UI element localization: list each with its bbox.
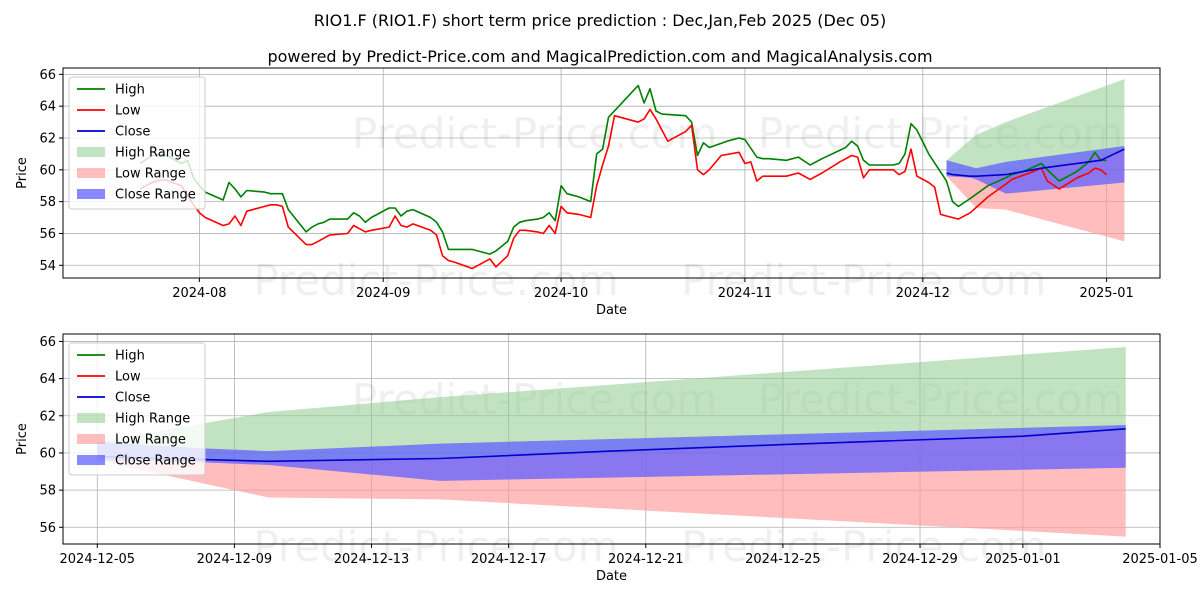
x-tick-label: 2024-12-21 [608, 552, 684, 567]
legend-label: Close Range [115, 454, 196, 469]
x-tick-label: 2024-12-13 [334, 552, 410, 567]
plot-frame [62, 333, 1161, 545]
x-tick-label: 2024-09 [356, 286, 410, 301]
watermark-text: Predict-Price.com [253, 256, 618, 305]
legend-label: Close [115, 125, 150, 140]
x-tick-label: 2024-11 [718, 286, 772, 301]
y-axis-label: Price [15, 423, 30, 455]
y-tick-label: 54 [39, 259, 56, 274]
legend-label: Close Range [115, 188, 196, 203]
legend-label: Close [115, 391, 150, 406]
x-axis-label: Date [596, 303, 627, 318]
x-tick-label: 2024-12-29 [882, 552, 958, 567]
x-tick-label: 2024-12 [896, 286, 950, 301]
y-axis-label: Price [15, 157, 30, 189]
x-tick-label: 2024-12-17 [471, 552, 547, 567]
x-tick-label: 2024-12-09 [197, 552, 273, 567]
y-tick-label: 62 [39, 409, 56, 424]
close-range-band [97, 425, 1126, 481]
y-tick-label: 58 [39, 195, 56, 210]
y-tick-label: 62 [39, 132, 56, 147]
legend-label: High Range [115, 412, 190, 427]
high-range-band [946, 79, 1125, 177]
y-tick-label: 66 [39, 68, 56, 83]
low-series-line [139, 108, 1108, 270]
y-tick-label: 64 [39, 372, 56, 387]
legend-swatch-high-range [77, 413, 105, 423]
legend-swatch-low-range [77, 434, 105, 444]
chart-panel-1: Predict-Price.com Predict-Price.com Predic… [15, 67, 1161, 318]
legend: High Low Close High Range Low Range Close Ran… [68, 342, 206, 476]
y-tick-label: 58 [39, 484, 56, 499]
y-tick-label: 60 [39, 163, 56, 178]
legend-swatch-close-range [77, 455, 105, 465]
high-series-line [139, 84, 1107, 255]
legend-label: Low [115, 370, 141, 385]
x-axis-label: Date [596, 569, 627, 584]
x-tick-label: 2024-12-25 [745, 552, 821, 567]
watermark-text: Predict-Price.com [352, 109, 717, 158]
plot-area [139, 79, 1125, 270]
legend-label: Low [115, 104, 141, 119]
legend-label: High [115, 83, 145, 98]
legend-label: Low Range [115, 433, 186, 448]
x-tick-label: 2025-01-05 [1122, 552, 1198, 567]
legend-swatch-low-range [77, 168, 105, 178]
legend-swatch-high-range [77, 147, 105, 157]
x-tick-label: 2024-10 [534, 286, 588, 301]
plot-frame [62, 67, 1161, 279]
y-tick-label: 56 [39, 227, 56, 242]
watermark-text: Predict-Price.com [681, 522, 1046, 571]
y-tick-label: 60 [39, 446, 56, 461]
legend-label: Low Range [115, 167, 186, 182]
y-tick-label: 64 [39, 100, 56, 115]
x-tick-label: 2025-01-01 [985, 552, 1061, 567]
chart-panel-2: Predict-Price.comPredict-Price.comPredic… [15, 333, 1198, 584]
legend-label: High Range [115, 146, 190, 161]
legend-swatch-close-range [77, 189, 105, 199]
x-tick-label: 2025-01 [1079, 286, 1133, 301]
x-tick-label: 2024-08 [172, 286, 226, 301]
watermark-text: Predict-Price.com [681, 256, 1046, 305]
legend: High Low Close High Range Low Range Close Ran… [68, 76, 206, 210]
chart-subtitle: powered by Predict-Price.com and Magical… [267, 47, 932, 66]
chart-title: RIO1.F (RIO1.F) short term price predict… [314, 11, 886, 30]
y-tick-label: 56 [39, 521, 56, 536]
y-tick-label: 66 [39, 335, 56, 350]
x-tick-label: 2024-12-05 [60, 552, 136, 567]
watermark-text: Predict-Price.com [253, 522, 618, 571]
plot-area [97, 347, 1126, 537]
close-series-line [946, 148, 1125, 177]
legend-label: High [115, 349, 145, 364]
